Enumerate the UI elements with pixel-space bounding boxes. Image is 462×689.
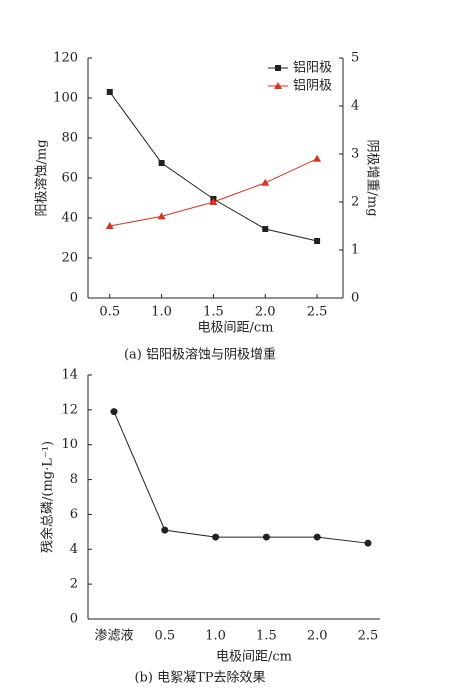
- y-axis-label: 残余总磷/(mg·L⁻¹): [40, 441, 56, 553]
- y-tick-label: 2: [70, 577, 78, 592]
- marker: [262, 533, 270, 541]
- y-tick-label: 10: [61, 437, 78, 452]
- legend-label: 铝阴极: [293, 79, 332, 94]
- x-tick-label: 1.5: [256, 629, 277, 644]
- x-tick-label: 2.0: [255, 305, 276, 320]
- marker: [275, 65, 281, 71]
- marker: [313, 533, 321, 541]
- marker: [262, 226, 269, 232]
- caption: (b) 电絮凝TP去除效果: [134, 670, 265, 686]
- y-tick-label: 12: [61, 402, 78, 417]
- y-tick-label: 4: [70, 542, 78, 557]
- marker: [274, 82, 282, 89]
- y-tick-label: 14: [61, 368, 78, 383]
- y-axis-label: 阳极溶蚀/mg: [35, 139, 50, 216]
- x-tick-label: 2.5: [358, 629, 379, 644]
- y2-tick-label: 5: [351, 51, 359, 66]
- y-tick-label: 0: [70, 291, 78, 306]
- x-tick-label: 2.0: [307, 629, 328, 644]
- marker: [158, 160, 165, 166]
- y-tick-label: 120: [53, 51, 78, 66]
- caption: (a) 铝阳极溶蚀与阴极增重: [124, 347, 276, 363]
- y-tick-label: 8: [70, 472, 78, 487]
- x-tick-label: 0.5: [99, 305, 120, 320]
- marker: [261, 178, 270, 186]
- marker: [157, 212, 166, 220]
- marker: [209, 198, 218, 205]
- series-line: [109, 91, 318, 242]
- x-axis-label: 电极间距/cm: [216, 650, 292, 665]
- y-tick-label: 6: [70, 507, 78, 522]
- marker: [364, 539, 372, 547]
- marker: [313, 154, 322, 162]
- marker: [161, 526, 169, 534]
- series-line: [109, 158, 318, 227]
- marker: [314, 238, 321, 244]
- marker: [105, 222, 114, 229]
- y2-tick-label: 2: [351, 195, 359, 210]
- x-tick-label: 1.0: [205, 629, 226, 644]
- y2-tick-label: 4: [351, 99, 359, 114]
- y-tick-label: 80: [61, 131, 78, 146]
- x-tick-label: 1.0: [151, 305, 172, 320]
- y2-tick-label: 1: [351, 243, 359, 258]
- y-tick-label: 60: [61, 171, 78, 186]
- x-tick-label: 1.5: [203, 305, 224, 320]
- x-tick-label: 2.5: [307, 305, 328, 320]
- marker: [212, 533, 220, 541]
- x-tick-label: 渗滤液: [94, 629, 133, 644]
- y-tick-label: 0: [70, 612, 78, 627]
- x-tick-label: 0.5: [154, 629, 175, 644]
- y2-tick-label: 3: [351, 147, 359, 162]
- legend-label: 铝阳极: [293, 61, 332, 76]
- y-tick-label: 40: [61, 211, 78, 226]
- y2-tick-label: 0: [351, 291, 359, 306]
- y-tick-label: 100: [53, 91, 78, 106]
- series-line: [113, 411, 369, 544]
- y2-axis-label: 阴极增重/mg: [365, 139, 381, 216]
- y-tick-label: 20: [61, 251, 78, 266]
- x-axis-label: 电极间距/cm: [198, 321, 274, 336]
- marker: [106, 89, 113, 95]
- marker: [110, 408, 118, 416]
